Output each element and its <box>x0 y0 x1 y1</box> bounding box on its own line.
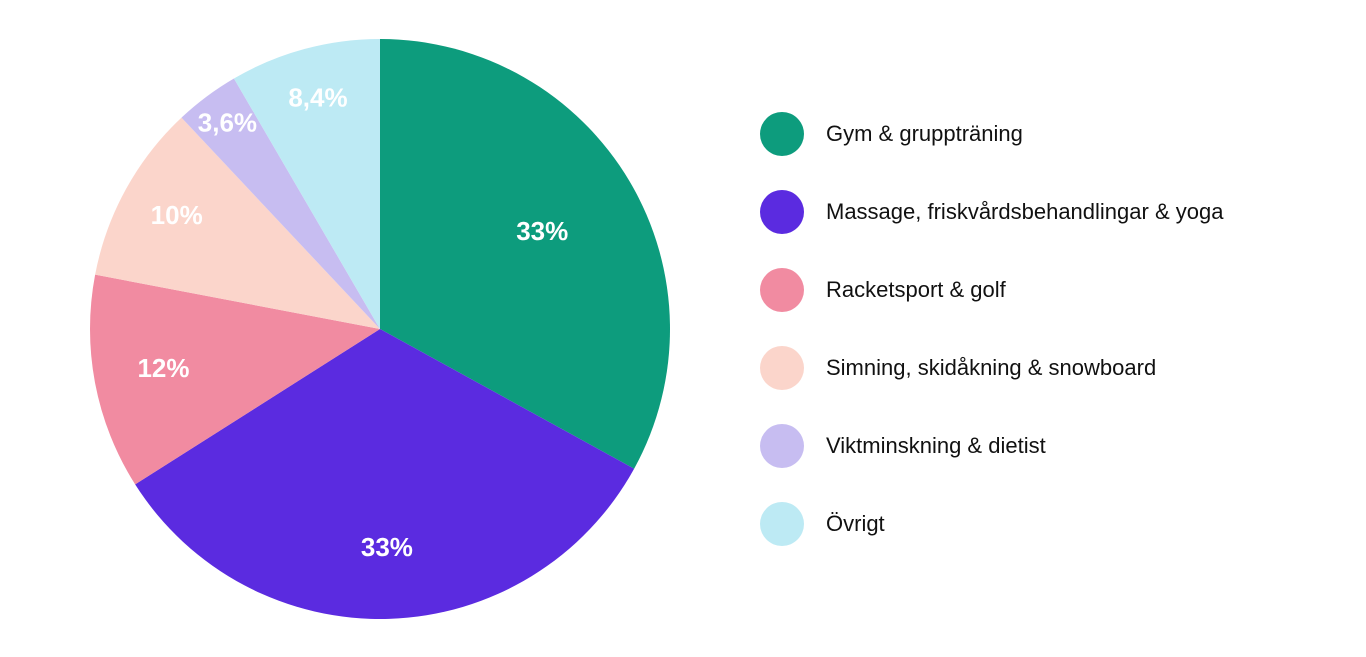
legend-item: Övrigt <box>760 502 1306 546</box>
legend-label: Massage, friskvårdsbehandlingar & yoga <box>826 199 1223 225</box>
legend-swatch <box>760 190 804 234</box>
legend-swatch <box>760 502 804 546</box>
legend-label: Gym & gruppträning <box>826 121 1023 147</box>
legend-swatch <box>760 112 804 156</box>
legend-item: Racketsport & golf <box>760 268 1306 312</box>
legend-item: Gym & gruppträning <box>760 112 1306 156</box>
pie-label-weight: 3,6% <box>198 107 257 137</box>
pie-chart: 33% 33% 12% 10% 3,6% 8,4% <box>60 19 700 639</box>
legend-swatch <box>760 346 804 390</box>
legend: Gym & gruppträning Massage, friskvårdsbeh… <box>700 112 1306 546</box>
legend-label: Racketsport & golf <box>826 277 1006 303</box>
chart-container: 33% 33% 12% 10% 3,6% 8,4% Gym & gruppträning M… <box>0 0 1366 657</box>
pie-label-racket: 12% <box>137 353 189 383</box>
pie-label-swim: 10% <box>151 200 203 230</box>
legend-label: Viktminskning & dietist <box>826 433 1046 459</box>
pie-label-massage: 33% <box>361 532 413 562</box>
legend-item: Simning, skidåkning & snowboard <box>760 346 1306 390</box>
pie-label-other: 8,4% <box>288 82 347 112</box>
legend-item: Viktminskning & dietist <box>760 424 1306 468</box>
legend-item: Massage, friskvårdsbehandlingar & yoga <box>760 190 1306 234</box>
pie-label-gym: 33% <box>516 215 568 245</box>
legend-swatch <box>760 268 804 312</box>
pie-chart-svg: 33% 33% 12% 10% 3,6% 8,4% <box>60 19 700 639</box>
legend-swatch <box>760 424 804 468</box>
legend-label: Simning, skidåkning & snowboard <box>826 355 1156 381</box>
legend-label: Övrigt <box>826 511 885 537</box>
